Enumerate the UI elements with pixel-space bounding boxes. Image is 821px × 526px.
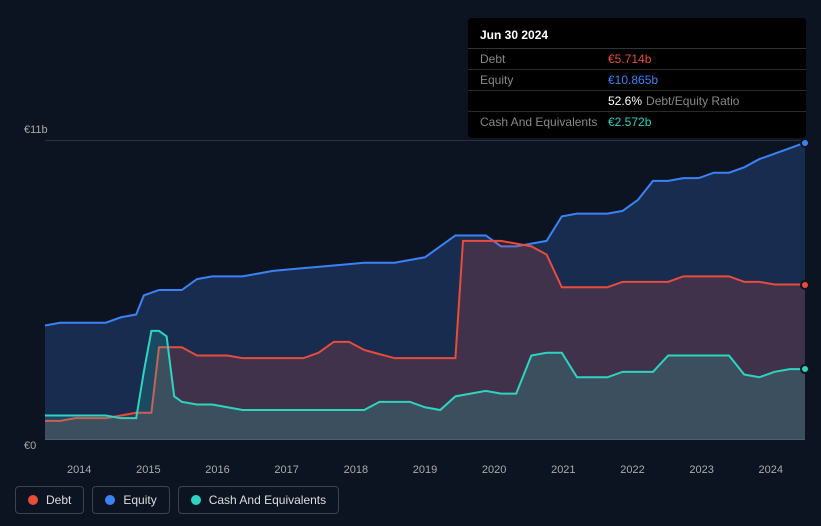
legend-dot-icon [105,495,115,505]
tooltip-row-label: Debt [480,52,608,66]
chart-series [45,140,805,440]
legend-dot-icon [28,495,38,505]
tooltip-date: Jun 30 2024 [468,24,806,49]
x-axis-label: 2024 [759,464,783,476]
tooltip-row-label: Equity [480,73,608,87]
x-axis: 2014 2015 2016 2017 2018 2019 2020 2021 2022 2023… [45,464,805,482]
tooltip-row: 52.6% Debt/Equity Ratio [468,91,806,112]
x-axis-label: 2016 [205,464,229,476]
tooltip-row-value: €10.865b [608,73,658,87]
tooltip-row-suffix: Debt/Equity Ratio [646,94,739,108]
tooltip-row-value: 52.6% [608,94,642,108]
x-axis-label: 2015 [136,464,160,476]
series-endpoint [800,364,810,374]
tooltip-row-value: €5.714b [608,52,651,66]
legend-dot-icon [191,495,201,505]
y-axis-label-max: €11b [24,124,54,136]
x-axis-label: 2018 [344,464,368,476]
chart-legend: Debt Equity Cash And Equivalents [15,486,339,514]
tooltip-row-label [480,94,608,108]
legend-label: Equity [123,493,156,507]
x-axis-label: 2020 [482,464,506,476]
series-endpoint [800,138,810,148]
debt-equity-chart[interactable]: €11b €0 20142015201620172018201920202021… [15,120,805,460]
x-axis-label: 2017 [274,464,298,476]
x-axis-label: 2022 [620,464,644,476]
y-axis-label-min: €0 [24,440,54,452]
legend-item[interactable]: Cash And Equivalents [178,486,339,514]
tooltip-row: Equity€10.865b [468,70,806,91]
tooltip-row: Debt€5.714b [468,49,806,70]
x-axis-label: 2023 [689,464,713,476]
series-endpoint [800,280,810,290]
x-axis-label: 2019 [413,464,437,476]
x-axis-label: 2014 [67,464,91,476]
x-axis-label: 2021 [551,464,575,476]
legend-label: Debt [46,493,71,507]
legend-item[interactable]: Equity [92,486,169,514]
legend-label: Cash And Equivalents [209,493,326,507]
legend-item[interactable]: Debt [15,486,84,514]
